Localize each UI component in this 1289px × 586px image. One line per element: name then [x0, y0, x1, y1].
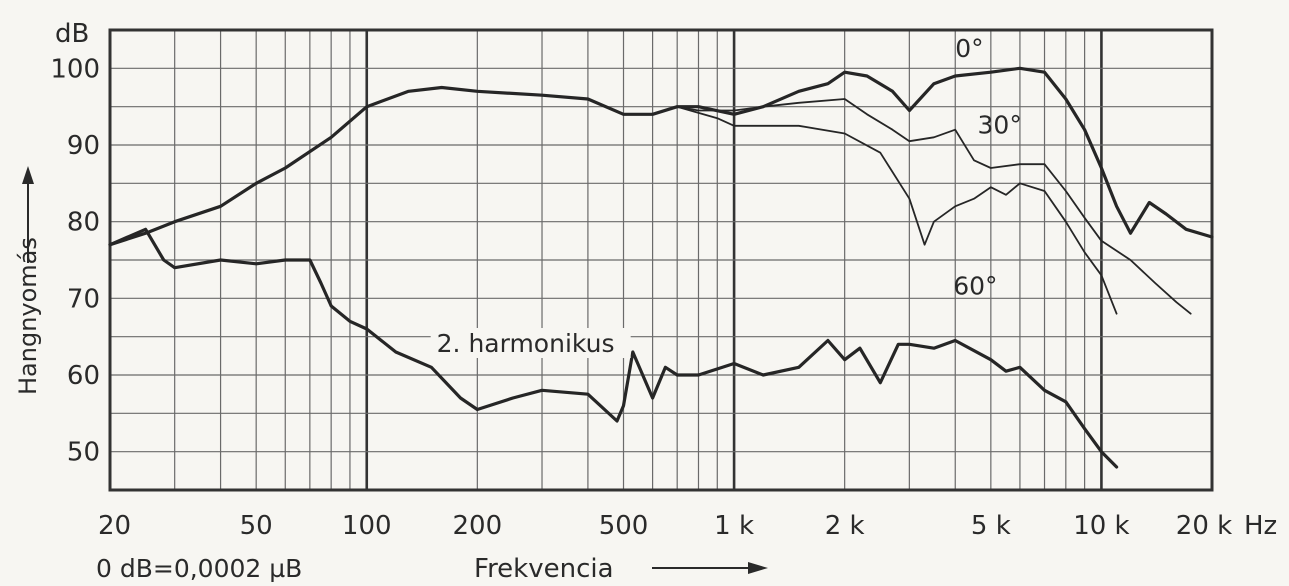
- series-line-30: [676, 98, 1192, 315]
- x-tick-label: 10 k: [1073, 511, 1129, 541]
- y-tick-label: 60: [67, 361, 100, 391]
- x-axis-title: Frekvencia: [474, 554, 614, 584]
- x-tick-label: 200: [453, 511, 503, 541]
- y-unit-label: dB: [55, 19, 89, 49]
- x-axis-title-group: Frekvencia: [474, 554, 768, 584]
- x-tick-label: 100: [342, 511, 392, 541]
- series-label: 30°: [978, 111, 1022, 140]
- x-axis-arrow-head: [748, 562, 768, 574]
- y-axis-title-group: Hangnyomás: [14, 166, 42, 395]
- x-tick-label: 20 k: [1176, 511, 1232, 541]
- series-label: 2. harmonikus: [437, 329, 615, 358]
- series-line-2-harmonikus: [108, 227, 1119, 469]
- y-tick-label: 70: [67, 284, 100, 314]
- series-label: 0°: [955, 34, 983, 63]
- x-tick-label: 5 k: [971, 511, 1011, 541]
- y-tick-label: 80: [67, 208, 100, 238]
- x-tick-label: 500: [599, 511, 649, 541]
- x-tick-label: 2 k: [825, 511, 865, 541]
- x-tick-label: 50: [240, 511, 273, 541]
- reference-note: 0 dB=0,0002 µB: [96, 554, 302, 583]
- y-axis-arrow-head: [22, 166, 34, 184]
- series-line-60: [676, 105, 1118, 315]
- x-tick-label: 20: [98, 511, 131, 541]
- y-tick-label: 50: [67, 438, 100, 468]
- y-axis-title: Hangnyomás: [14, 237, 42, 395]
- series-label: 60°: [953, 272, 997, 301]
- y-tick-label: 100: [50, 54, 100, 84]
- series-line-0: [108, 66, 1214, 247]
- x-unit-label: Hz: [1244, 511, 1277, 541]
- y-tick-label: 90: [67, 131, 100, 161]
- x-tick-label: 1 k: [714, 511, 754, 541]
- x-tick-labels: 20 50 100 200 500 1 k 2 k 5 k 10 k 20 k: [98, 511, 1232, 541]
- y-tick-labels: 50 60 70 80 90 100: [50, 54, 100, 467]
- curves: [108, 66, 1214, 469]
- curve-labels: 0° 30° 60° 2. harmonikus: [430, 34, 1022, 358]
- plot-frame: [108, 28, 1214, 492]
- series-label-background: [430, 328, 631, 358]
